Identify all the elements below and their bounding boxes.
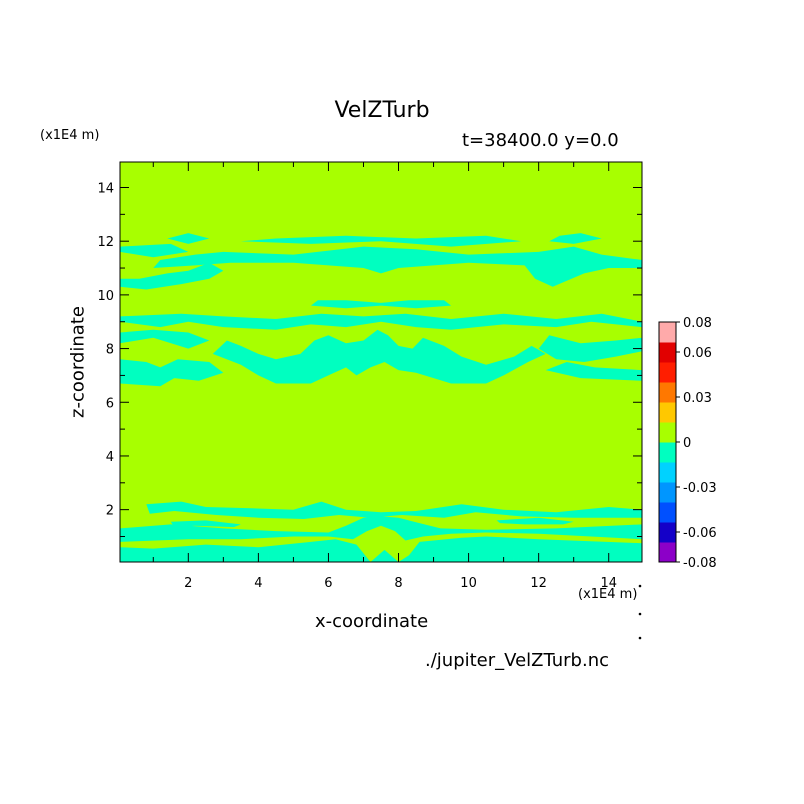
x-axis-unit: (x1E4 m) [578,587,638,602]
negative-contour-region [170,520,241,528]
colorbar-swatch [659,482,676,503]
negative-contour-region [120,313,642,330]
file-name-label: ./jupiter_VelZTurb.nc [425,650,609,671]
colorbar-label: -0.03 [683,481,717,496]
negative-contour-region [120,359,224,387]
decorative-marks [638,584,642,640]
x-tick-label: 6 [324,576,332,591]
colorbar-swatch [659,542,676,563]
y-tick-label: 14 [97,182,114,197]
negative-contour-region [538,335,642,362]
x-axis-label: x-coordinate [315,611,429,632]
negative-contour-region [167,233,210,244]
y-tick-label: 6 [106,396,114,411]
y-tick-label: 10 [97,289,114,304]
chart-title: VelZTurb [334,98,430,123]
colorbar-label: 0.03 [683,391,712,406]
colorbar-label: 0.08 [683,316,712,331]
negative-contour-region [120,329,210,349]
negative-contour-region [120,536,642,562]
x-tick-label: 14 [600,576,617,591]
y-tick-label: 12 [97,235,114,250]
colorbar-label: -0.06 [683,526,717,541]
colorbar-swatch [659,402,676,423]
plot-frame [119,161,643,563]
colorbar-swatch [659,522,676,543]
x-tick-label: 4 [254,576,262,591]
y-tick-label: 4 [106,450,114,465]
decorative-dot [638,636,642,640]
negative-contour-region [310,300,452,309]
negative-contour-region [545,362,642,381]
x-tick-label: 2 [184,576,192,591]
x-tick-label: 12 [530,576,547,591]
y-axis-unit: (x1E4 m) [40,128,100,143]
negative-contour-region [212,329,546,384]
colorbar-label: 0 [683,436,691,451]
negative-contour-region [120,516,642,542]
negative-contour-region [120,243,189,258]
plot-axes: 2 4 6 8 10 12 14 2 4 6 8 10 12 14 [97,161,643,591]
x-tick-label: 10 [460,576,477,591]
colorbar: 0.08 0.06 0.03 0 -0.03 -0.06 -0.08 [658,316,717,571]
negative-contour-region [549,233,602,244]
colorbar-label: -0.08 [683,556,717,571]
colorbar-swatch [659,442,676,463]
colorbar-swatch [659,322,676,343]
negative-contour-region [153,246,643,287]
x-tick-label: 8 [394,576,402,591]
colorbar-swatch [659,362,676,383]
y-tick-label: 8 [106,343,114,358]
decorative-dot [638,584,642,588]
colorbar-swatch [659,462,676,483]
negative-contour-region [496,517,574,525]
colorbar-swatch [659,342,676,363]
y-tick-label: 2 [106,504,114,519]
chart-subtitle: t=38400.0 y=0.0 [462,130,619,151]
colorbar-swatch [659,422,676,443]
colorbar-label: 0.06 [683,346,712,361]
negative-contour-region [120,262,224,290]
negative-contour-region [146,501,643,519]
decorative-dot [638,612,642,616]
contour-plot [120,162,643,562]
colorbar-swatch [659,502,676,523]
colorbar-swatch [659,382,676,403]
negative-contour-region [240,235,522,247]
